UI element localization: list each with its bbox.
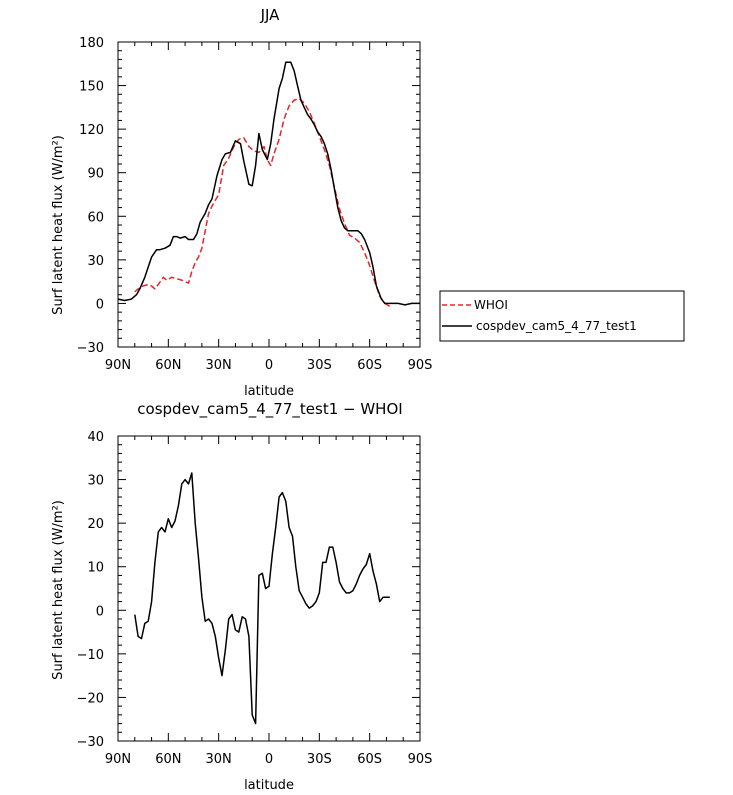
- series-line-whoi: [134, 97, 391, 307]
- bottom-chart-title: cospdev_cam5_4_77_test1 − WHOI: [137, 400, 402, 419]
- top-chart-ticks: [117, 41, 421, 348]
- y-tick-label: −30: [77, 341, 104, 356]
- bottom-chart-ticks: [117, 435, 421, 742]
- y-tick-label: 10: [87, 561, 104, 576]
- y-tick-label: 150: [79, 80, 104, 95]
- x-tick-label: 90N: [105, 752, 131, 767]
- bottom-chart-frame: [117, 435, 421, 742]
- top-chart: JJA 90N 60N 30N 0 30S 60S 90S −30 0 30 60 90 120 150…: [51, 6, 685, 399]
- y-tick-label: 180: [79, 36, 104, 51]
- x-tick-label: 60S: [357, 358, 382, 373]
- x-tick-label: 90S: [408, 752, 433, 767]
- y-tick-label: 30: [87, 254, 104, 269]
- top-chart-frame: [117, 41, 421, 348]
- bottom-chart-y-tick-labels: −30 −20 −10 0 10 20 30 40: [77, 430, 104, 750]
- y-tick-label: 20: [87, 517, 104, 532]
- legend-box: [439, 290, 685, 342]
- x-tick-label: 60N: [155, 752, 181, 767]
- y-tick-label: 30: [87, 474, 104, 489]
- top-chart-y-tick-labels: −30 0 30 60 90 120 150 180: [77, 36, 104, 356]
- x-tick-label: 30N: [206, 358, 232, 373]
- x-tick-label: 30S: [307, 752, 332, 767]
- series-line-series-0: [134, 472, 390, 725]
- x-tick-label: 30N: [206, 752, 232, 767]
- legend-label-whoi: WHOI: [474, 298, 508, 312]
- bottom-chart: cospdev_cam5_4_77_test1 − WHOI 90N 60N 30N…: [51, 400, 432, 793]
- y-tick-label: 0: [96, 604, 104, 619]
- series-line-cospdev-cam5-4-77-test1: [117, 61, 420, 306]
- x-tick-label: 0: [265, 752, 273, 767]
- y-tick-label: 90: [87, 167, 104, 182]
- x-tick-label: 60S: [357, 752, 382, 767]
- y-tick-label: 40: [87, 430, 104, 445]
- bottom-chart-x-axis-label: latitude: [244, 778, 294, 793]
- bottom-chart-series: [134, 472, 390, 725]
- top-chart-x-axis-label: latitude: [244, 384, 294, 399]
- legend: WHOI cospdev_cam5_4_77_test1: [439, 290, 685, 342]
- top-chart-x-tick-labels: 90N 60N 30N 0 30S 60S 90S: [105, 358, 433, 373]
- y-tick-label: 60: [87, 210, 104, 225]
- bottom-chart-x-tick-labels: 90N 60N 30N 0 30S 60S 90S: [105, 752, 433, 767]
- x-tick-label: 60N: [155, 358, 181, 373]
- y-tick-label: −20: [77, 691, 104, 706]
- y-tick-label: 120: [79, 123, 104, 138]
- x-tick-label: 0: [265, 358, 273, 373]
- y-tick-label: −30: [77, 735, 104, 750]
- x-tick-label: 30S: [307, 358, 332, 373]
- top-chart-y-axis-label: Surf latent heat flux (W/m²): [51, 135, 66, 315]
- x-tick-label: 90S: [408, 358, 433, 373]
- x-tick-label: 90N: [105, 358, 131, 373]
- legend-label-cospdev: cospdev_cam5_4_77_test1: [476, 319, 637, 333]
- top-chart-series: [117, 61, 420, 307]
- y-tick-label: −10: [77, 648, 104, 663]
- bottom-chart-y-axis-label: Surf latent heat flux (W/m²): [51, 500, 66, 680]
- y-tick-label: 0: [96, 297, 104, 312]
- top-chart-title: JJA: [260, 6, 281, 24]
